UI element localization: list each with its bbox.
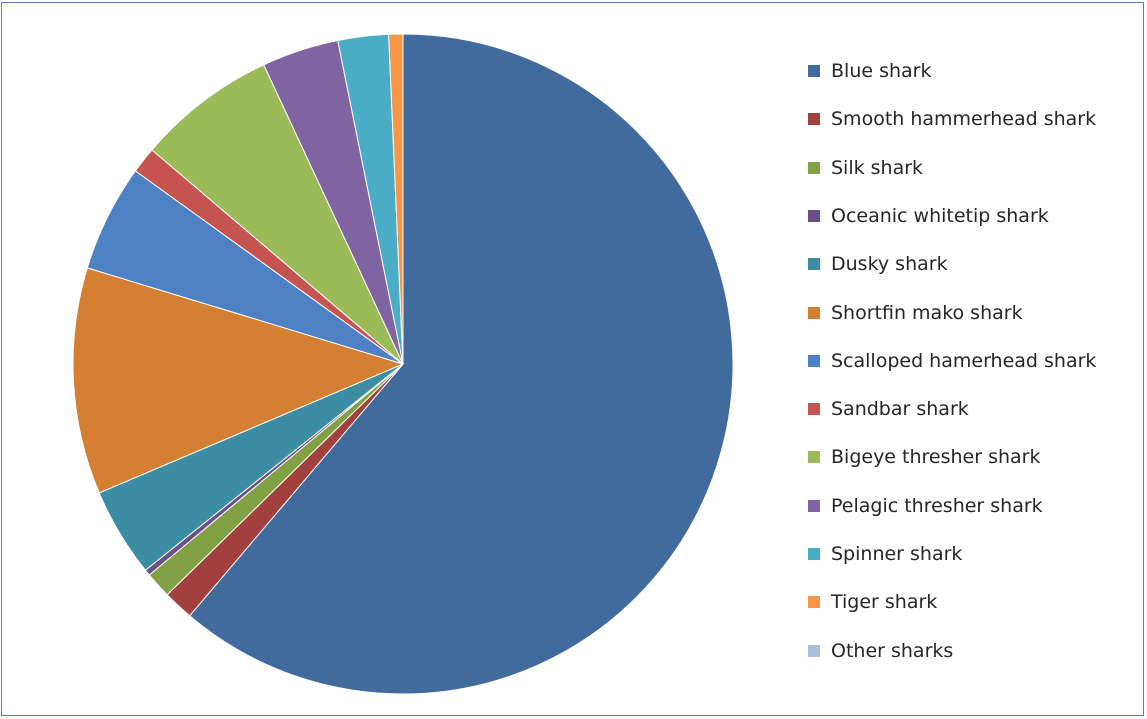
legend-swatch [808, 403, 820, 416]
legend-label: Bigeye thresher shark [831, 446, 1041, 469]
legend-item: Dusky shark [808, 252, 948, 276]
legend-swatch [808, 161, 820, 174]
legend-item: Sandbar shark [808, 397, 969, 421]
legend-label: Dusky shark [831, 253, 948, 276]
legend-label: Shortfin mako shark [831, 301, 1023, 324]
legend-swatch [808, 548, 820, 560]
legend-item: Other sharks [808, 639, 953, 663]
legend-item: Spinner shark [808, 542, 962, 566]
legend-label: Oceanic whitetip shark [831, 204, 1049, 227]
legend-swatch [808, 258, 820, 271]
legend-label: Sandbar shark [831, 398, 969, 421]
pie-chart [72, 33, 734, 695]
legend-item: Shortfin mako shark [808, 301, 1023, 325]
legend-item: Tiger shark [808, 590, 937, 614]
legend-swatch [808, 451, 820, 464]
legend-swatch [808, 306, 820, 319]
legend-label: Spinner shark [831, 543, 963, 565]
pie-slice-shortfin-mako-shark [72, 267, 405, 494]
legend-item: Pelagic thresher shark [808, 494, 1043, 518]
legend-label: Blue shark [831, 60, 932, 82]
legend-label: Pelagic thresher shark [831, 494, 1043, 517]
pie-slice-tiger-shark [388, 33, 404, 365]
legend-item: Oceanic whitetip shark [808, 204, 1049, 228]
legend-swatch [808, 65, 820, 77]
legend-swatch [808, 499, 820, 512]
legend-label: Tiger shark [831, 591, 938, 614]
legend-label: Smooth hammerhead shark [831, 108, 1097, 131]
pie-slice-bigeye-thresher-shark [151, 64, 404, 365]
legend-item: Smooth hammerhead shark [808, 107, 1096, 131]
pie-slice-blue-shark [188, 33, 734, 695]
legend-item: Bigeye thresher shark [808, 445, 1041, 469]
legend-label: Silk shark [831, 156, 924, 179]
legend-swatch [808, 113, 820, 126]
legend-swatch [808, 596, 820, 609]
legend-swatch [808, 209, 820, 222]
legend-swatch [808, 354, 820, 367]
legend-item: Silk shark [808, 156, 923, 180]
legend-item: Blue shark [808, 59, 931, 83]
legend-swatch [808, 644, 820, 657]
legend-label: Other sharks [831, 639, 954, 662]
legend-label: Scalloped hamerhead shark [831, 349, 1097, 372]
legend-item: Scalloped hamerhead shark [808, 349, 1096, 373]
